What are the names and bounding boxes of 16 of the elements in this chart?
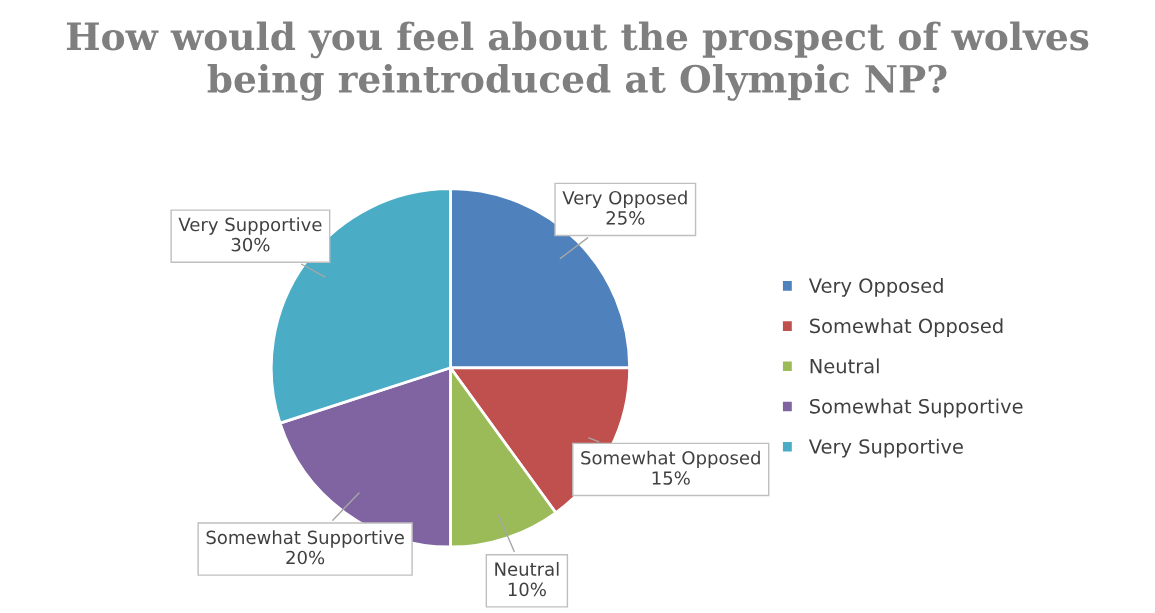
slice-label: Somewhat Supportive xyxy=(206,530,404,548)
slice-label: Very Opposed xyxy=(562,190,687,209)
data-label: 25% xyxy=(606,211,645,225)
slice-label: Neutral xyxy=(495,561,559,576)
legend-label: Somewhat Opposed xyxy=(810,318,1003,337)
legend-label: Very Supportive xyxy=(808,438,963,458)
data-label: 15% xyxy=(652,471,690,485)
data-label: 30% xyxy=(231,237,270,252)
slice-label: Somewhat Opposed xyxy=(581,450,760,469)
chart-title: How would you feel about the prospect of wolves being reintroduced at Olympic NP? xyxy=(66,21,1089,101)
data-label: 20% xyxy=(286,550,325,565)
legend-label: Somewhat Supportive xyxy=(810,398,1023,418)
slice-label: Very Supportive xyxy=(178,217,322,235)
data-label: 10% xyxy=(508,582,546,597)
legend-label: Neutral xyxy=(810,358,879,374)
legend-label: Very Opposed xyxy=(808,277,943,297)
